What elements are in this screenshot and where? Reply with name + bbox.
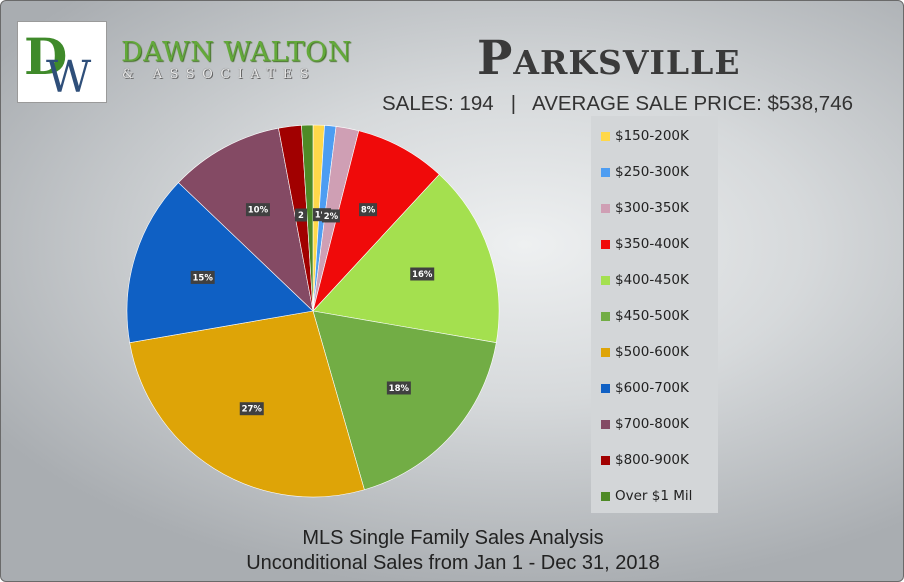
dw-monogram-icon: D W bbox=[24, 27, 92, 103]
company-logo: D W bbox=[17, 21, 107, 103]
legend-item-450-500k: $450-500K bbox=[601, 306, 689, 326]
svg-text:8%: 8% bbox=[361, 206, 376, 216]
legend-swatch bbox=[601, 311, 610, 321]
legend-item-700-800k: $700-800K bbox=[601, 414, 689, 434]
legend-swatch bbox=[601, 131, 610, 141]
company-name: DAWN WALTON bbox=[121, 37, 352, 68]
chart-title: Parksville bbox=[477, 31, 741, 86]
svg-text:D: D bbox=[24, 27, 67, 86]
chart-subtitle: SALES: 194 | AVERAGE SALE PRICE: $538,74… bbox=[382, 92, 854, 115]
legend-item-150-200k: $150-200K bbox=[601, 126, 689, 146]
legend-swatch bbox=[601, 167, 610, 177]
legend-swatch bbox=[601, 383, 610, 393]
legend-swatch bbox=[601, 275, 610, 285]
legend-label: $250-300K bbox=[615, 164, 689, 180]
legend-label: $500-600K bbox=[615, 344, 689, 360]
pie-slice-over-1-mil bbox=[301, 124, 314, 312]
data-label-400-450k: 16% bbox=[410, 267, 435, 281]
svg-text:10%: 10% bbox=[248, 206, 269, 216]
svg-text:W: W bbox=[46, 52, 92, 102]
legend-item-350-400k: $350-400K bbox=[601, 234, 689, 254]
legend-swatch bbox=[601, 455, 610, 465]
pie-slice-400-450k bbox=[312, 174, 500, 344]
legend-label: $150-200K bbox=[615, 128, 689, 144]
data-label-600-700k: 15% bbox=[190, 270, 215, 284]
footer-title: MLS Single Family Sales Analysis bbox=[302, 527, 604, 549]
legend-item-over-1-mil: Over $1 Mil bbox=[601, 486, 692, 506]
pie-slice-700-800k bbox=[178, 127, 314, 312]
chart-legend: $150-200K $250-300K $300-350K $350-400K $400… bbox=[591, 116, 718, 513]
data-label-450-500k: 18% bbox=[386, 381, 411, 395]
pie-slice-450-500k bbox=[312, 310, 497, 491]
svg-text:2: 2 bbox=[298, 211, 304, 221]
legend-swatch bbox=[601, 419, 610, 429]
data-label-800-900k: 2 bbox=[294, 208, 307, 222]
pie-slice-350-400k bbox=[312, 130, 440, 312]
svg-text:15%: 15% bbox=[192, 273, 213, 283]
legend-item-600-700k: $600-700K bbox=[601, 378, 689, 398]
svg-text:2%: 2% bbox=[324, 212, 339, 222]
legend-item-250-300k: $250-300K bbox=[601, 162, 689, 182]
legend-label: Over $1 Mil bbox=[615, 488, 693, 504]
data-label-350-400k: 8% bbox=[359, 203, 378, 217]
legend-label: $700-800K bbox=[615, 416, 689, 432]
company-subname: & ASSOCIATES bbox=[122, 67, 317, 82]
legend-swatch bbox=[601, 203, 610, 213]
data-label-500-600k: 27% bbox=[239, 402, 264, 416]
legend-label: $600-700K bbox=[615, 380, 689, 396]
legend-label: $400-450K bbox=[615, 272, 689, 288]
legend-item-500-600k: $500-600K bbox=[601, 342, 689, 362]
pie-slice-600-700k bbox=[126, 182, 314, 344]
svg-text:27%: 27% bbox=[242, 405, 263, 415]
legend-label: $300-350K bbox=[615, 200, 689, 216]
footer-date-range: Unconditional Sales from Jan 1 - Dec 31,… bbox=[246, 552, 660, 574]
legend-item-400-450k: $400-450K bbox=[601, 270, 689, 290]
data-label-300-350k: 2% bbox=[321, 209, 340, 223]
data-label-700-800k: 10% bbox=[245, 203, 270, 217]
legend-label: $450-500K bbox=[615, 308, 689, 324]
legend-swatch bbox=[601, 347, 610, 357]
legend-swatch bbox=[601, 491, 610, 501]
legend-label: $350-400K bbox=[615, 236, 689, 252]
svg-text:16%: 16% bbox=[412, 270, 433, 280]
svg-text:18%: 18% bbox=[389, 384, 410, 394]
legend-swatch bbox=[601, 239, 610, 249]
legend-item-800-900k: $800-900K bbox=[601, 450, 689, 470]
legend-label: $800-900K bbox=[615, 452, 689, 468]
legend-item-300-350k: $300-350K bbox=[601, 198, 689, 218]
